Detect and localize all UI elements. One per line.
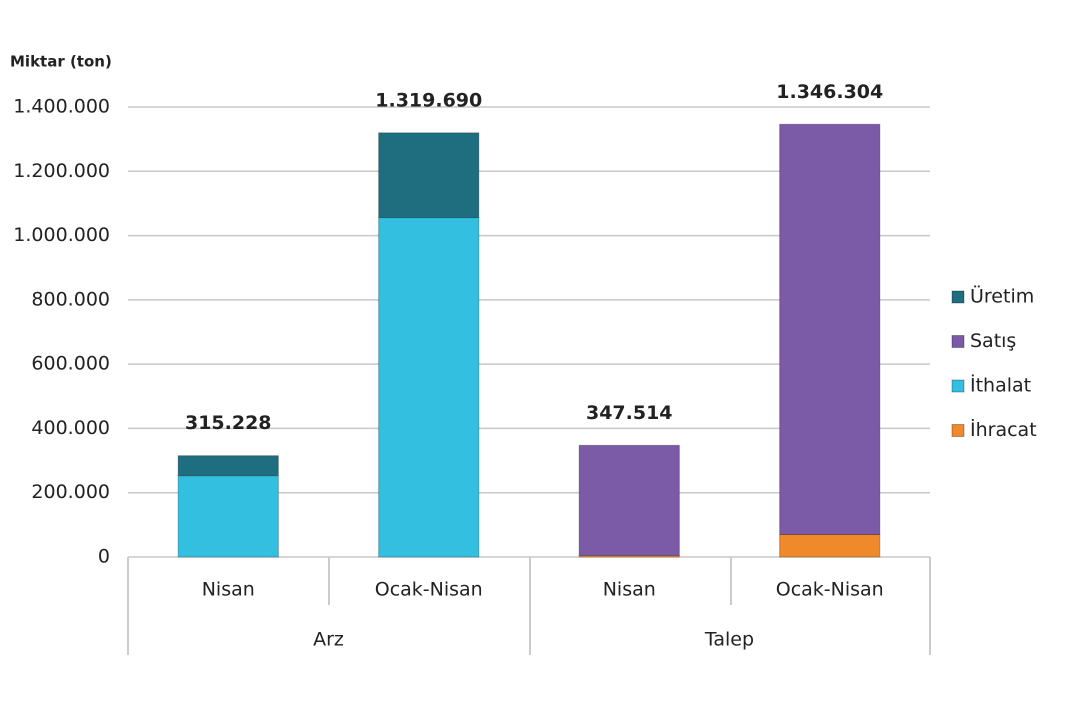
x-tick-label: Ocak-Nisan <box>375 579 483 601</box>
x-tick-label: Nisan <box>202 579 255 601</box>
total-label: 347.514 <box>586 402 673 424</box>
legend-swatch <box>951 379 965 393</box>
total-label: 1.319.690 <box>375 89 482 111</box>
total-label: 1.346.304 <box>776 81 883 103</box>
x-tick-label: Ocak-Nisan <box>776 579 884 601</box>
y-tick-label: 1.400.000 <box>13 96 110 118</box>
bar-segment <box>177 475 279 558</box>
bar-segment <box>378 217 480 558</box>
legend-label: İthalat <box>970 374 1031 397</box>
legend-label: Satış <box>970 330 1016 352</box>
x-tick-label: Nisan <box>603 579 656 601</box>
y-tick-label: 0 <box>98 546 110 568</box>
group-label: Talep <box>704 629 754 651</box>
bar-segment <box>578 444 680 556</box>
y-tick-label: 1.000.000 <box>13 224 110 246</box>
total-label: 315.228 <box>185 412 272 434</box>
y-tick-label: 400.000 <box>31 417 110 439</box>
bar-segment <box>378 132 480 219</box>
y-tick-label: 600.000 <box>31 353 110 375</box>
y-tick-label: 200.000 <box>31 481 110 503</box>
bar-segment <box>177 455 279 477</box>
group-label: Arz <box>313 629 344 651</box>
legend-label: İhracat <box>970 418 1037 441</box>
axis-title: Miktar (ton) <box>10 53 112 71</box>
bar-segment <box>779 123 881 535</box>
legend-swatch <box>951 290 965 304</box>
y-tick-label: 800.000 <box>31 288 110 310</box>
legend-swatch <box>951 424 965 437</box>
y-tick-label: 1.200.000 <box>13 160 110 182</box>
legend-label: Üretim <box>970 285 1034 308</box>
bar-segment <box>779 534 881 558</box>
legend-swatch <box>951 335 965 348</box>
